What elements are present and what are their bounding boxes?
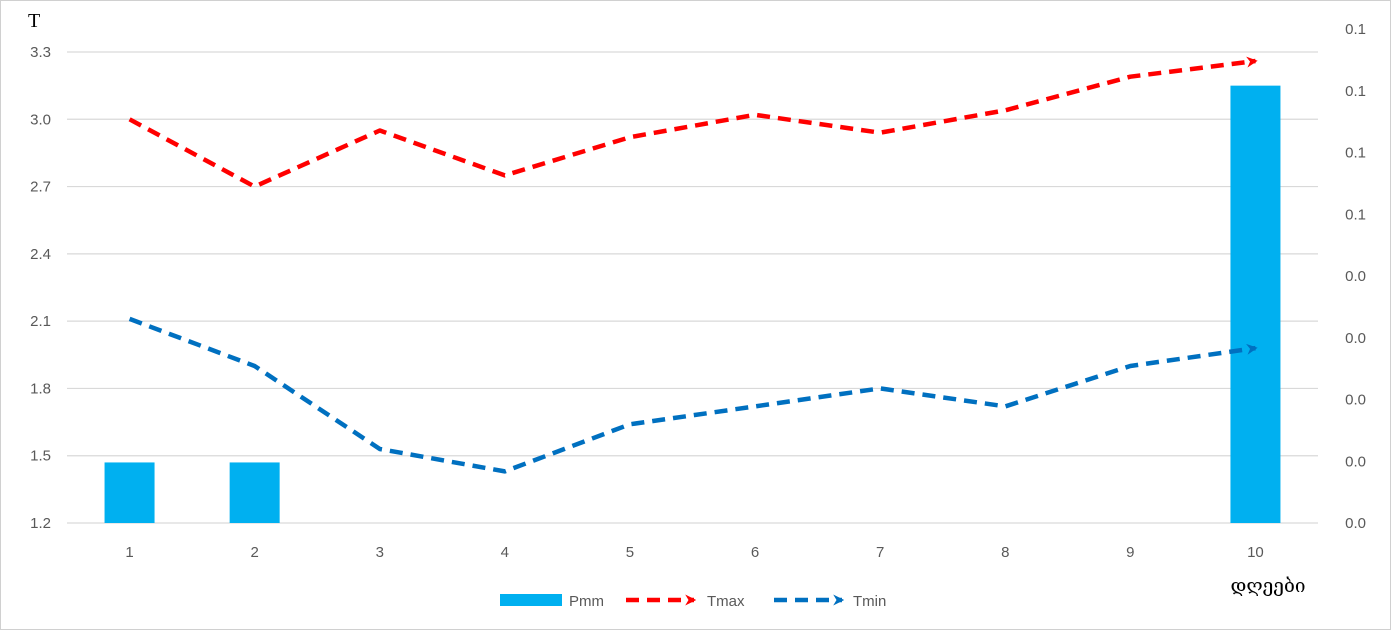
x-axis-title: დღეები xyxy=(1231,575,1306,597)
x-tick-label: 7 xyxy=(876,544,884,561)
x-tick-label: 8 xyxy=(1001,544,1009,561)
legend-pmm-label: Pmm xyxy=(569,593,604,610)
right-axis-ticks: 0.0 0.0 0.0 0.0 0.0 0.1 0.1 0.1 0.1 xyxy=(1345,21,1366,532)
y-tick-label: 3.0 xyxy=(30,111,51,128)
x-tick-label: 6 xyxy=(751,544,759,561)
y-tick-label: 2.7 xyxy=(30,179,51,196)
pmm-bar xyxy=(229,462,280,523)
y-axis-title: T xyxy=(28,10,40,32)
y-tick-label: 3.3 xyxy=(30,44,51,61)
y2-tick-label: 0.0 xyxy=(1345,392,1366,409)
pmm-bars xyxy=(104,85,1281,524)
legend-pmm-swatch xyxy=(500,594,562,606)
y2-tick-label: 0.1 xyxy=(1345,21,1366,38)
x-tick-label: 5 xyxy=(626,544,634,561)
y-tick-label: 1.5 xyxy=(30,448,51,465)
y-tick-label: 1.2 xyxy=(30,515,51,532)
legend-tmax-label: Tmax xyxy=(707,593,745,610)
x-tick-label: 9 xyxy=(1126,544,1134,561)
pmm-bar xyxy=(104,462,155,523)
x-tick-label: 3 xyxy=(376,544,384,561)
x-tick-label: 1 xyxy=(125,544,133,561)
y-tick-label: 1.8 xyxy=(30,380,51,397)
y-tick-label: 2.4 xyxy=(30,246,51,263)
legend-tmin-label: Tmin xyxy=(853,593,886,610)
tmax-line xyxy=(128,56,1258,189)
y2-tick-label: 0.0 xyxy=(1345,268,1366,285)
x-tick-label: 10 xyxy=(1247,544,1264,561)
y2-tick-label: 0.1 xyxy=(1345,83,1366,100)
legend: Pmm Tmax Tmin xyxy=(500,593,886,610)
x-axis-ticks: 1 2 3 4 5 6 7 8 9 10 xyxy=(125,544,1263,561)
pmm-bar xyxy=(1230,85,1281,524)
y2-tick-label: 0.0 xyxy=(1345,330,1366,347)
left-axis-ticks: 1.2 1.5 1.8 2.1 2.4 2.7 3.0 3.3 xyxy=(30,44,51,532)
temperature-lines xyxy=(128,56,1258,474)
tmin-line xyxy=(128,316,1258,474)
x-tick-label: 2 xyxy=(250,544,258,561)
y2-tick-label: 0.0 xyxy=(1345,515,1366,532)
x-tick-label: 4 xyxy=(501,544,509,561)
y2-tick-label: 0.1 xyxy=(1345,145,1366,162)
y2-tick-label: 0.1 xyxy=(1345,206,1366,223)
gridlines xyxy=(67,51,1318,524)
y2-tick-label: 0.0 xyxy=(1345,453,1366,470)
y-tick-label: 2.1 xyxy=(30,313,51,330)
